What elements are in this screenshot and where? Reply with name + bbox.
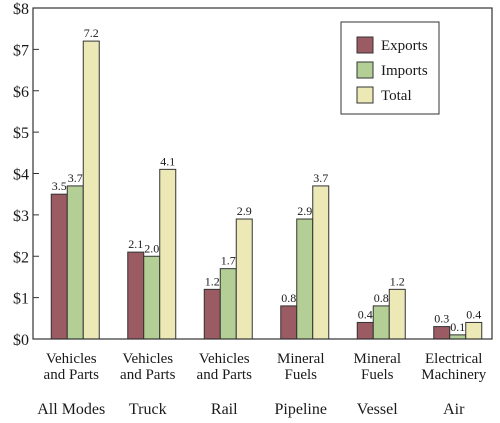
legend-swatch-imports: [356, 61, 374, 79]
bar-exports: [203, 288, 221, 340]
data-label: 0.4: [466, 307, 481, 321]
data-label: 2.0: [144, 241, 159, 255]
category-label: and Parts: [120, 367, 176, 383]
y-tick-label: $4: [13, 167, 29, 184]
y-tick-label: $2: [13, 249, 29, 266]
bar-total: [235, 218, 253, 340]
bar-imports: [372, 305, 390, 340]
category-label: Machinery: [421, 367, 486, 383]
mode-label: Air: [443, 401, 465, 418]
data-label: 2.1: [128, 237, 143, 251]
mode-label: Vessel: [357, 401, 398, 418]
data-labels-group: 3.53.77.22.1 2.04.11.21.72.90.82.93.70.40…: [52, 26, 482, 334]
category-label: Fuels: [361, 367, 394, 383]
legend-swatch-total: [356, 86, 374, 104]
data-label: 1.7: [221, 254, 236, 268]
data-label: 0.1: [450, 320, 465, 334]
data-label: 3.7: [68, 171, 83, 185]
y-tick-label: $5: [13, 125, 29, 142]
data-label: 4.1: [160, 154, 175, 168]
legend-label-exports: Exports: [381, 38, 428, 54]
bar-total: [159, 168, 177, 340]
category-label: Mineral: [277, 351, 324, 367]
bar-exports: [433, 326, 451, 340]
data-label: 0.8: [374, 291, 389, 305]
y-tick-label: $7: [13, 42, 29, 59]
category-label: and Parts: [44, 367, 100, 383]
category-label: Vehicles: [199, 351, 250, 367]
data-label: 1.2: [205, 274, 220, 288]
y-tick-label: $3: [13, 208, 29, 225]
bar-exports: [50, 193, 68, 340]
data-label: 3.5: [52, 179, 67, 193]
data-label: 7.2: [84, 26, 99, 40]
bar-imports: [143, 255, 161, 340]
mode-label: Truck: [129, 401, 167, 418]
bar-imports: [449, 334, 467, 340]
legend: Exports Imports Total: [340, 21, 440, 115]
category-label: Vehicles: [122, 351, 173, 367]
bar-total: [465, 321, 483, 340]
bar-total: [82, 40, 100, 340]
y-tick-label: $1: [13, 291, 29, 308]
y-tick-label: $8: [13, 1, 29, 18]
y-tick-label: $0: [13, 332, 29, 349]
data-label: 3.7: [313, 171, 328, 185]
data-label: 0.3: [434, 312, 449, 326]
bar-imports: [66, 185, 84, 340]
category-label: Vehicles: [46, 351, 97, 367]
bar-exports: [127, 251, 145, 340]
plot-frame: [32, 7, 493, 340]
data-label: 1.2: [390, 274, 405, 288]
data-label: 0.8: [281, 291, 296, 305]
mode-label: Rail: [211, 401, 238, 418]
bar-exports: [280, 305, 298, 340]
plot-border: [32, 7, 493, 340]
category-label: Mineral: [354, 351, 401, 367]
data-label: 2.9: [237, 204, 252, 218]
category-label: Electrical: [425, 351, 482, 367]
y-axis: $0 $1 $2 $3 $4 $5 $6 $7 $8: [13, 1, 39, 349]
legend-swatch-exports: [356, 36, 374, 54]
data-label: 0.4: [358, 307, 373, 321]
legend-label-total: Total: [381, 88, 412, 104]
mode-label: Pipeline: [275, 401, 327, 418]
bar-imports: [296, 218, 314, 340]
data-label: 2.9: [297, 204, 312, 218]
y-tick-label: $6: [13, 84, 29, 101]
category-label: Fuels: [284, 367, 317, 383]
bar-total: [388, 288, 406, 340]
bar-imports: [219, 268, 237, 340]
legend-label-imports: Imports: [381, 63, 428, 79]
bar-exports: [356, 321, 374, 340]
category-label: and Parts: [197, 367, 253, 383]
mode-label: All Modes: [37, 401, 105, 418]
bar-total: [312, 185, 330, 340]
